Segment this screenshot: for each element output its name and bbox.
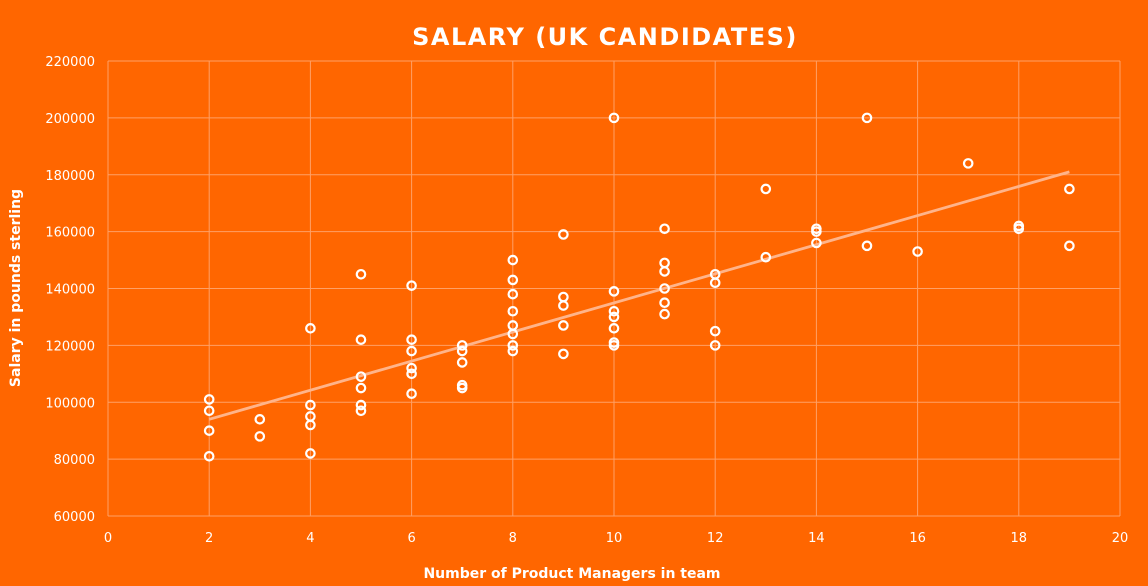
trendline (208, 170, 1070, 421)
y-tick-label: 120000 (45, 339, 95, 354)
data-point (456, 357, 468, 368)
data-point (861, 112, 873, 124)
data-point (406, 345, 417, 357)
x-tick-label: 8 (509, 531, 517, 546)
y-tick-label: 200000 (45, 112, 95, 127)
data-point (962, 158, 974, 169)
chart-title: SALARY (UK CANDIDATES) (412, 23, 798, 51)
data-point (659, 297, 670, 309)
data-point (1064, 183, 1075, 195)
y-tick-label: 160000 (45, 226, 95, 241)
data-point (305, 399, 316, 411)
data-point (305, 419, 316, 431)
data-point (203, 405, 215, 417)
data-point (608, 323, 620, 334)
data-point (355, 371, 367, 382)
data-point (406, 388, 417, 400)
data-point (659, 257, 670, 269)
data-point (659, 283, 670, 294)
data-point (558, 291, 569, 303)
data-point (608, 311, 620, 323)
x-tick-label: 14 (808, 531, 825, 546)
data-point (608, 286, 620, 297)
y-tick-label: 100000 (45, 396, 95, 411)
data-point (456, 382, 468, 394)
data-point (558, 229, 569, 240)
x-tick-label: 10 (606, 531, 623, 546)
data-point (203, 425, 215, 436)
data-point (861, 240, 873, 252)
y-axis-title: Salary in pounds sterling (8, 189, 24, 387)
data-point (608, 305, 620, 317)
y-tick-label: 180000 (45, 169, 95, 184)
x-axis-title: Number of Product Managers in team (423, 566, 720, 582)
data-point (507, 305, 519, 317)
data-point (305, 448, 316, 459)
data-point (305, 323, 316, 334)
data-point (659, 223, 670, 235)
data-point (355, 399, 367, 411)
x-tick-label: 20 (1112, 531, 1129, 546)
tick-labels: 0 2 4 6 8 10 12 14 16 18 20 60000 80000 100000 120000 1… (45, 55, 1128, 546)
data-point (355, 268, 367, 280)
data-point (709, 340, 721, 351)
data-point (406, 334, 417, 345)
data-point (608, 112, 620, 124)
data-point (811, 226, 822, 237)
x-tick-label: 0 (104, 531, 112, 546)
data-point (203, 450, 215, 462)
data-point (507, 340, 519, 351)
data-point (558, 348, 569, 360)
data-point (355, 334, 367, 345)
data-point (709, 325, 721, 337)
y-tick-label: 220000 (45, 55, 95, 70)
data-point (507, 328, 519, 340)
data-point (456, 345, 468, 357)
data-point (406, 280, 417, 291)
data-point (608, 340, 620, 351)
data-point (406, 368, 417, 380)
data-point (254, 431, 266, 442)
y-tick-label: 60000 (54, 510, 95, 525)
data-point (355, 382, 367, 394)
data-point (709, 277, 721, 289)
x-tick-label: 2 (205, 531, 213, 546)
data-point (203, 394, 215, 405)
data-point (507, 254, 519, 266)
data-point (912, 246, 923, 257)
data-point (558, 320, 569, 331)
data-point (355, 405, 367, 417)
data-point (659, 308, 670, 320)
x-tick-label: 16 (909, 531, 926, 546)
data-point (760, 183, 772, 195)
data-point (507, 345, 519, 357)
data-point (1013, 223, 1025, 235)
data-point (811, 237, 822, 249)
y-tick-label: 140000 (45, 283, 95, 298)
data-point (1064, 240, 1075, 252)
gridlines (107, 60, 1121, 517)
data-point (406, 362, 417, 374)
data-point (659, 266, 670, 277)
x-tick-label: 12 (707, 531, 724, 546)
x-tick-label: 18 (1011, 531, 1028, 546)
y-tick-label: 80000 (54, 453, 95, 468)
data-point (507, 288, 519, 300)
data-point (254, 414, 266, 425)
x-tick-label: 4 (306, 531, 314, 546)
data-point (558, 300, 569, 311)
data-points (203, 112, 1075, 462)
x-tick-label: 6 (407, 531, 415, 546)
data-point (507, 274, 519, 286)
data-point (456, 340, 468, 351)
data-point (760, 251, 772, 263)
